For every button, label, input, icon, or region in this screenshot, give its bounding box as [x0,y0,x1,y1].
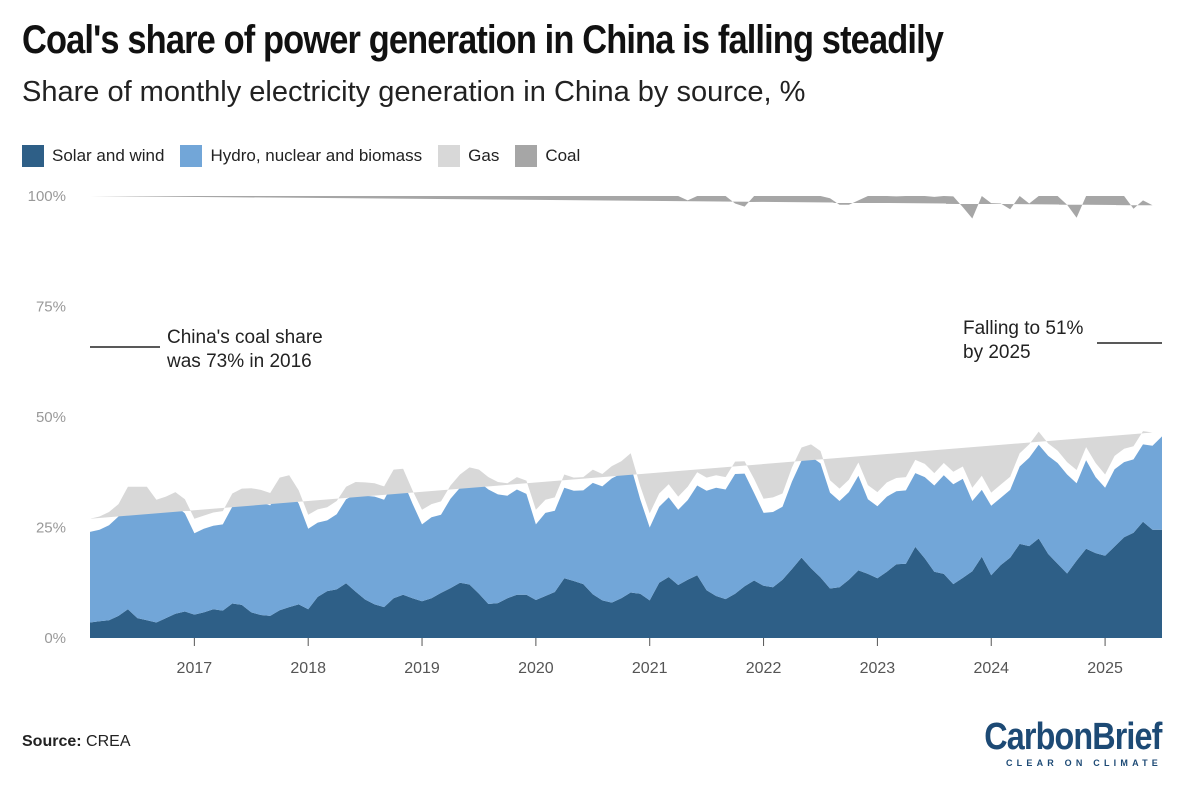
source-value: CREA [86,733,131,750]
legend-swatch-solar-wind [22,145,44,167]
x-tick-label: 2020 [518,660,554,677]
y-tick-label: 75% [36,299,66,316]
y-axis: 0% 25% 50% 75% 100% [28,188,66,647]
chart-title: Coal's share of power generation in Chin… [22,18,944,62]
x-axis: 2017 2018 2019 2020 2021 2022 2023 2024 2025 [177,638,1123,677]
logo-wordmark: CarbonBrief [984,716,1163,758]
stacked-area-chart: 0% 25% 50% 75% 100% 2017 2018 2019 2020 2021 2022… [28,188,1162,677]
annotation-text-2025: by 2025 [963,342,1031,363]
logo-tagline: CLEAR ON CLIMATE [1005,758,1162,768]
x-tick-label: 2025 [1087,660,1123,677]
legend-label-hydro-nuclear-biomass: Hydro, nuclear and biomass [210,146,423,165]
x-tick-label: 2024 [973,660,1009,677]
x-tick-label: 2018 [290,660,326,677]
legend-label-coal: Coal [545,146,581,165]
annotation-text-2016: China's coal share [167,327,323,348]
source-label: Source: [22,733,82,750]
legend-label-solar-wind: Solar and wind [52,146,165,165]
legend-item-coal: Coal [515,145,580,167]
legend-swatch-coal [515,145,538,167]
area-solar-and-wind [90,521,1162,638]
legend-item-gas: Gas [438,145,499,167]
x-tick-label: 2022 [746,660,782,677]
source-note: Source: CREA [22,733,130,751]
annotation-text-2025: Falling to 51% [963,318,1084,339]
area-layers [90,196,1162,638]
y-tick-label: 50% [36,409,66,426]
legend-swatch-hydro-nuclear-biomass [180,145,203,167]
annotations: China's coal share was 73% in 2016 Falling… [90,318,1162,372]
annotation-text-2016: was 73% in 2016 [166,351,312,372]
y-tick-label: 100% [28,188,66,205]
legend-item-solar-wind: Solar and wind [22,145,164,167]
legend-swatch-gas [438,145,461,167]
legend-item-hydro-nuclear-biomass: Hydro, nuclear and biomass [180,145,422,167]
chart-subtitle: Share of monthly electricity generation … [22,76,806,108]
x-tick-label: 2017 [177,660,213,677]
y-tick-label: 0% [44,630,66,647]
area-hydro-nuclear-and-biomass [90,436,1162,623]
legend-label-gas: Gas [468,146,500,165]
carbonbrief-logo: CarbonBrief CLEAR ON CLIMATE [953,716,1163,768]
x-tick-label: 2021 [632,660,668,677]
x-tick-label: 2019 [404,660,440,677]
legend: Solar and wind Hydro, nuclear and biomas… [22,145,580,167]
area-gas [90,431,1153,519]
area-coal [90,196,1153,219]
x-tick-label: 2023 [860,660,896,677]
y-tick-label: 25% [36,520,66,537]
